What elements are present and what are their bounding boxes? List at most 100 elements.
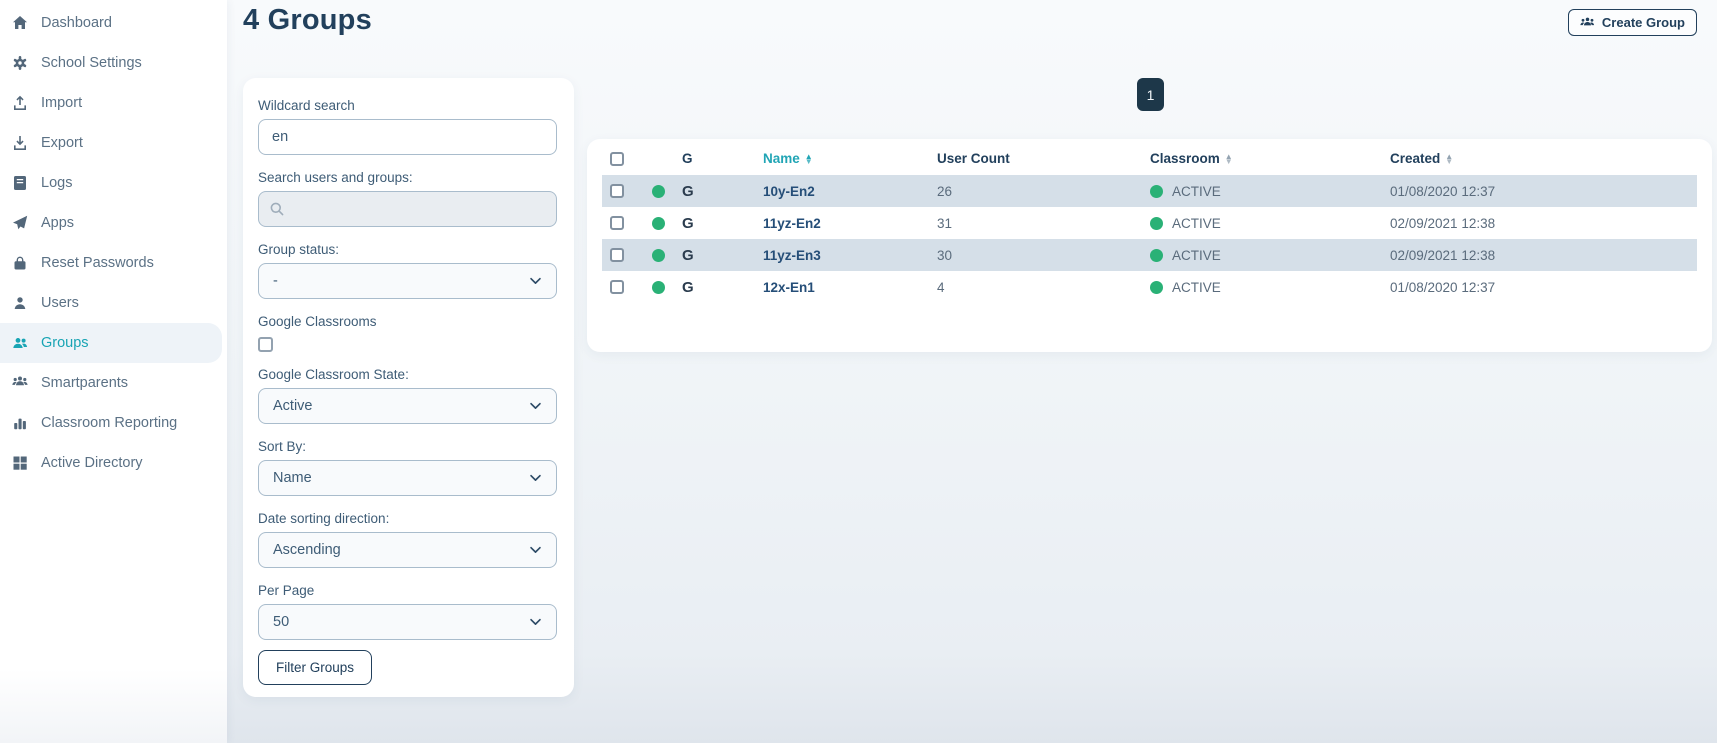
classroom-status-label: ACTIVE (1172, 279, 1221, 295)
google-g-label: G (682, 278, 694, 296)
sidebar-item-label: Export (41, 135, 83, 151)
row-status-cell (640, 280, 676, 294)
date-sorting-direction-select[interactable]: Ascending (258, 532, 557, 568)
wildcard-search-label: Wildcard search (258, 98, 355, 113)
group-status-value: - (273, 273, 278, 289)
sidebar-item-label: Active Directory (41, 455, 143, 471)
group-status-select[interactable]: - (258, 263, 557, 299)
column-label: Classroom ▲ ▼ (1150, 151, 1233, 166)
row-checkbox[interactable] (610, 248, 624, 262)
column-header-created[interactable]: Created ▲ ▼ (1380, 151, 1697, 166)
group-status-label: Group status: (258, 242, 340, 257)
grid-icon (11, 455, 28, 472)
column-label: Created ▲ ▼ (1390, 151, 1454, 166)
date-sorting-direction-label: Date sorting direction: (258, 511, 390, 526)
chevron-down-icon (529, 616, 542, 627)
bar-chart-icon (11, 415, 28, 432)
search-users-groups-input[interactable] (258, 191, 557, 227)
group-name-link[interactable]: 11yz-En2 (763, 215, 821, 231)
status-dot-icon (651, 216, 665, 230)
sort-by-select[interactable]: Name (258, 460, 557, 496)
sort-icon[interactable]: ▲ ▼ (1445, 151, 1454, 166)
user-count-cell: 30 (937, 247, 953, 263)
sort-icon[interactable]: ▲ ▼ (804, 151, 813, 166)
sidebar-item-label: Apps (41, 215, 75, 231)
sidebar-item-active-directory[interactable]: Active Directory (0, 443, 222, 483)
sidebar-item-apps[interactable]: Apps (0, 203, 222, 243)
sort-icon[interactable]: ▲ ▼ (1224, 151, 1233, 166)
row-status-cell (640, 248, 676, 262)
status-dot-icon (1150, 248, 1163, 262)
sidebar-nav: Dashboard School Settings Import Export Logs… (0, 0, 227, 743)
google-classrooms-checkbox[interactable] (258, 337, 273, 352)
google-classrooms-label: Google Classrooms (258, 314, 377, 329)
wildcard-search-input[interactable] (258, 119, 557, 155)
status-dot-icon (651, 248, 665, 262)
chevron-down-icon (529, 400, 542, 411)
sidebar-item-label: Classroom Reporting (41, 415, 178, 431)
sidebar-item-groups[interactable]: Groups (0, 323, 222, 363)
row-select-cell (602, 216, 640, 230)
row-select-cell (602, 248, 640, 262)
table-row: G 11yz-En2 31 ACTIVE 02/09/2021 12:38 (602, 207, 1697, 239)
group-name-link[interactable]: 11yz-En3 (763, 247, 821, 263)
column-header-name[interactable]: Name ▲ ▼ (754, 151, 928, 166)
lock-icon (11, 255, 28, 272)
sidebar-item-reset-passwords[interactable]: Reset Passwords (0, 243, 222, 283)
row-checkbox[interactable] (610, 280, 624, 294)
sidebar-item-label: Groups (41, 335, 89, 351)
google-g-label: G (682, 182, 694, 200)
classroom-status-label: ACTIVE (1172, 183, 1221, 199)
status-dot-icon (1150, 184, 1163, 198)
sidebar-item-label: Smartparents (41, 375, 129, 391)
status-dot-icon (651, 184, 665, 198)
sidebar-item-label: Import (41, 95, 83, 111)
sidebar-item-import[interactable]: Import (0, 83, 222, 123)
home-icon (11, 15, 28, 32)
pagination-page-1[interactable]: 1 (1137, 78, 1164, 111)
table-row: G 10y-En2 26 ACTIVE 01/08/2020 12:37 (602, 175, 1697, 207)
sidebar-item-logs[interactable]: Logs (0, 163, 222, 203)
chevron-down-icon (529, 544, 542, 555)
classroom-status-cell: ACTIVE (1144, 216, 1380, 231)
classroom-status-label: ACTIVE (1172, 247, 1221, 263)
row-select-cell (602, 280, 640, 294)
sidebar-item-dashboard[interactable]: Dashboard (0, 3, 222, 43)
sidebar-item-label: Reset Passwords (41, 255, 154, 271)
chevron-down-icon (529, 472, 542, 483)
filter-groups-button[interactable]: Filter Groups (258, 650, 373, 685)
filter-panel: Wildcard search Search users and groups:… (243, 78, 574, 697)
created-cell: 01/08/2020 12:37 (1390, 279, 1496, 295)
sidebar-item-classroom-reporting[interactable]: Classroom Reporting (0, 403, 222, 443)
sidebar-item-school-settings[interactable]: School Settings (0, 43, 222, 83)
google-classroom-state-select[interactable]: Active (258, 388, 557, 424)
row-checkbox[interactable] (610, 184, 624, 198)
created-cell: 02/09/2021 12:38 (1390, 215, 1496, 231)
user-count-cell: 31 (937, 215, 953, 231)
user-count-cell: 26 (937, 183, 953, 199)
per-page-select[interactable]: 50 (258, 604, 557, 640)
create-group-button[interactable]: Create Group (1567, 9, 1697, 36)
classroom-status-cell: ACTIVE (1144, 280, 1380, 295)
row-status-cell (640, 216, 676, 230)
column-label: G (682, 151, 693, 166)
column-header-user_count: User Count (928, 151, 1144, 166)
sidebar-item-label: School Settings (41, 55, 142, 71)
page-title: 4 Groups (243, 4, 372, 36)
download-icon (11, 135, 28, 152)
chevron-down-icon (529, 275, 542, 286)
column-header-classroom[interactable]: Classroom ▲ ▼ (1144, 151, 1380, 166)
groups-table-header: G Name ▲ ▼ User Count Classroom ▲ ▼ Created ▲ ▼ (602, 142, 1697, 175)
sidebar-item-smartparents[interactable]: Smartparents (0, 363, 222, 403)
column-label: Name ▲ ▼ (763, 151, 813, 166)
sidebar-item-users[interactable]: Users (0, 283, 222, 323)
user-count-cell: 4 (937, 279, 945, 295)
group-name-link[interactable]: 10y-En2 (763, 183, 815, 199)
logs-icon (11, 175, 28, 192)
select-all-checkbox[interactable] (610, 151, 624, 166)
sidebar-item-label: Users (41, 295, 79, 311)
row-checkbox[interactable] (610, 216, 624, 230)
sidebar-item-export[interactable]: Export (0, 123, 222, 163)
group-name-link[interactable]: 12x-En1 (763, 279, 815, 295)
user-icon (11, 295, 28, 312)
